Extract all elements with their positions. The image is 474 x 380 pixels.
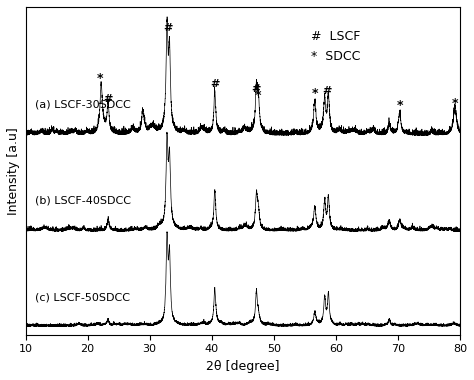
Text: #: # [103, 94, 113, 104]
Text: #: # [210, 79, 219, 89]
Text: (b) LSCF-40SDCC: (b) LSCF-40SDCC [35, 196, 131, 206]
Text: (c) LSCF-50SDCC: (c) LSCF-50SDCC [35, 293, 130, 302]
Text: *: * [311, 87, 318, 100]
Text: #  LSCF: # LSCF [311, 30, 360, 43]
Text: *: * [255, 89, 262, 102]
Y-axis label: Intensity [a.u]: Intensity [a.u] [7, 127, 20, 215]
Text: #: # [322, 86, 331, 96]
Text: *: * [97, 72, 103, 85]
Text: (a) LSCF-30SDCC: (a) LSCF-30SDCC [35, 100, 130, 110]
Text: #: # [163, 23, 173, 33]
Text: *: * [397, 99, 403, 112]
X-axis label: 2θ [degree]: 2θ [degree] [206, 360, 280, 373]
Text: #: # [252, 84, 261, 93]
Text: *: * [452, 97, 458, 110]
Text: *  SDCC: * SDCC [311, 50, 360, 63]
